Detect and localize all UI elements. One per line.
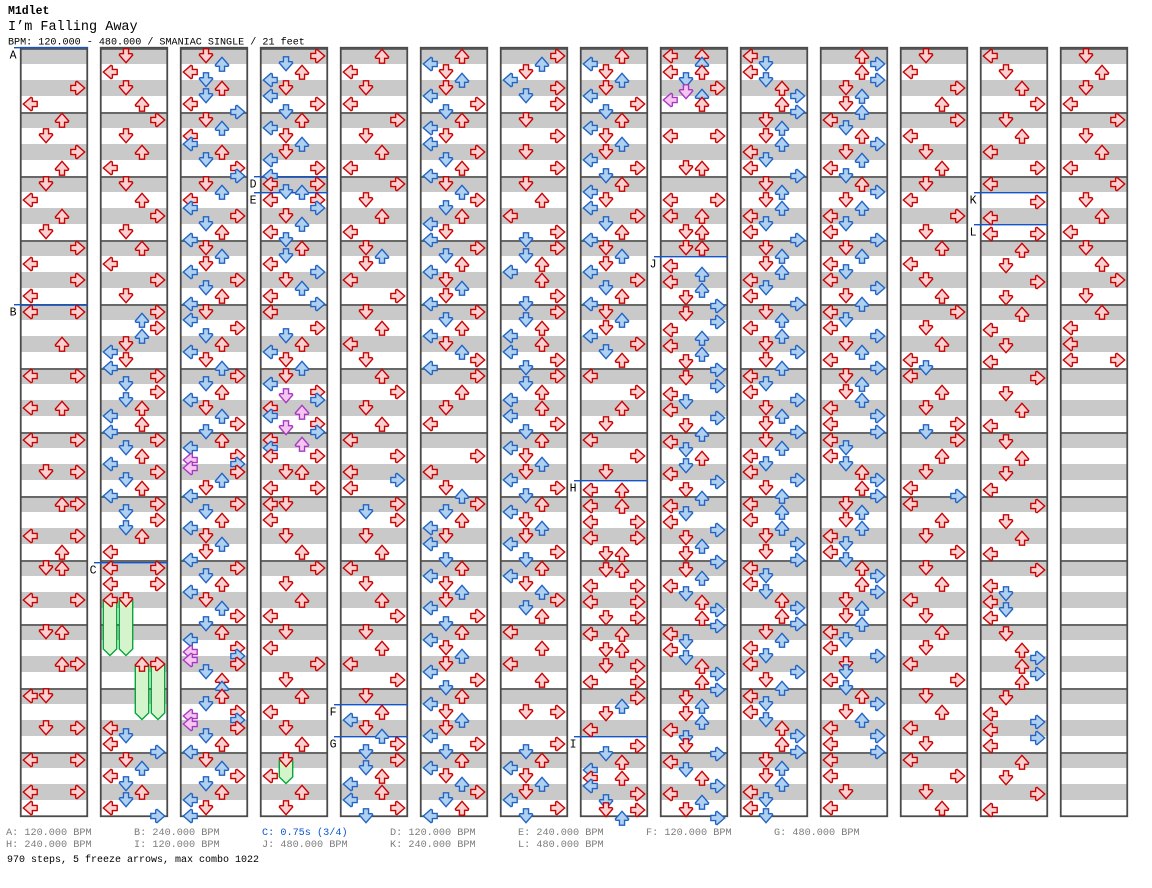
- svg-text:H: H: [570, 483, 577, 496]
- svg-text:D: D: [250, 179, 257, 192]
- svg-text:J: J: [650, 259, 657, 272]
- svg-text:C: 0.75s (3/4): C: 0.75s (3/4): [262, 827, 348, 839]
- svg-text:H: 240.000 BPM: H: 240.000 BPM: [6, 840, 92, 851]
- svg-text:D: 120.000 BPM: D: 120.000 BPM: [390, 828, 476, 839]
- svg-text:B: B: [10, 307, 17, 320]
- svg-text:A: A: [10, 50, 17, 63]
- svg-text:I: 120.000 BPM: I: 120.000 BPM: [134, 840, 220, 851]
- svg-text:F: 120.000 BPM: F: 120.000 BPM: [646, 828, 732, 839]
- svg-text:L: L: [970, 227, 977, 240]
- svg-text:B: 240.000 BPM: B: 240.000 BPM: [134, 828, 220, 839]
- svg-text:BPM: 120.000 - 480.000 / SMANI: BPM: 120.000 - 480.000 / SMANIAC SINGLE …: [8, 37, 305, 49]
- svg-text:I: I: [570, 739, 577, 752]
- svg-text:I’m Falling Away: I’m Falling Away: [8, 20, 138, 35]
- svg-text:M1dlet: M1dlet: [8, 5, 49, 18]
- svg-text:970 steps, 5 freeze arrows, ma: 970 steps, 5 freeze arrows, max combo 10…: [7, 854, 259, 866]
- svg-text:K: K: [970, 195, 977, 208]
- svg-text:C: C: [90, 565, 97, 578]
- svg-text:F: F: [330, 707, 337, 720]
- svg-text:E: 240.000 BPM: E: 240.000 BPM: [518, 828, 604, 839]
- svg-text:G: 480.000 BPM: G: 480.000 BPM: [774, 828, 860, 839]
- svg-text:G: G: [330, 739, 337, 752]
- svg-text:K: 240.000 BPM: K: 240.000 BPM: [390, 840, 476, 851]
- svg-text:E: E: [250, 195, 257, 208]
- svg-text:L: 480.000 BPM: L: 480.000 BPM: [518, 840, 604, 851]
- svg-text:J: 480.000 BPM: J: 480.000 BPM: [262, 840, 348, 851]
- svg-text:A: 120.000 BPM: A: 120.000 BPM: [6, 828, 92, 839]
